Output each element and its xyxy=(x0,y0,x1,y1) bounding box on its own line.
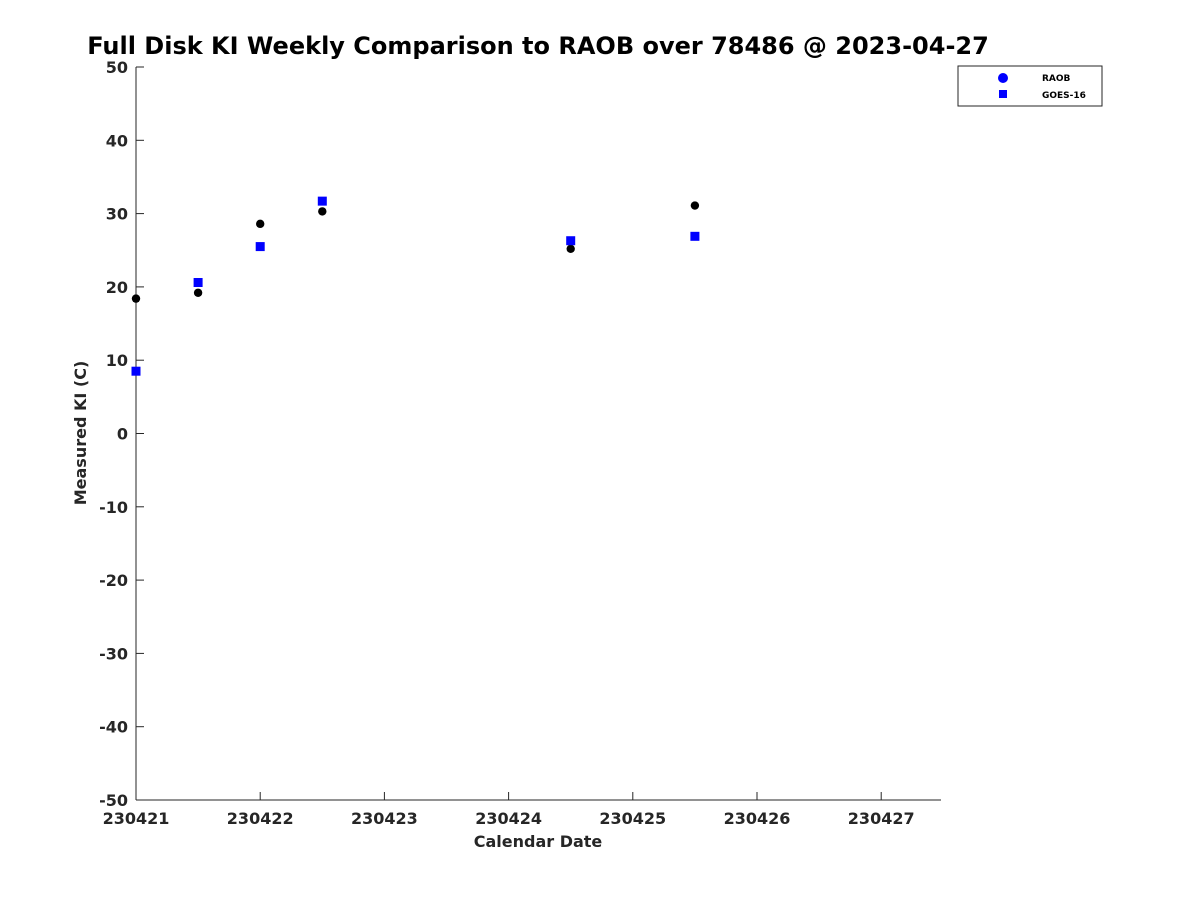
legend-goes-marker xyxy=(999,90,1007,98)
raob-point xyxy=(256,219,265,229)
raob-point xyxy=(566,244,575,253)
goes-16-point xyxy=(255,242,265,252)
y-tick-label: 50 xyxy=(106,58,128,77)
x-axis-ticks: 230421 230422 230423 230424 230425 230426 2304… xyxy=(103,792,915,828)
raob-point xyxy=(193,288,203,297)
x-tick-label: 230423 xyxy=(351,809,418,828)
goes-16-point xyxy=(317,196,327,206)
legend: RAOB GOES-16 xyxy=(957,65,1103,107)
y-tick-label: -10 xyxy=(99,498,128,517)
goes-16-point xyxy=(193,278,203,288)
x-tick-label: 230422 xyxy=(227,809,294,828)
y-axis-ticks: 50 40 30 20 10 0 -10 -20 -30 -40 -50 xyxy=(99,58,144,810)
x-tick-label: 230426 xyxy=(724,809,791,828)
legend-raob-marker xyxy=(998,73,1008,83)
chart-title: Full Disk KI Weekly Comparison to RAOB o… xyxy=(87,32,989,60)
y-tick-label: 10 xyxy=(106,351,128,370)
x-tick-label: 230421 xyxy=(103,809,170,828)
y-tick-label: 0 xyxy=(117,425,128,444)
x-axis-label: Calendar Date xyxy=(474,832,603,851)
legend-box xyxy=(957,65,1103,107)
x-tick-label: 230427 xyxy=(848,809,915,828)
legend-goes-label: GOES-16 xyxy=(1042,91,1086,101)
x-tick-label: 230425 xyxy=(599,809,666,828)
y-tick-label: -30 xyxy=(99,644,128,663)
y-tick-label: 20 xyxy=(106,278,128,297)
y-axis-label: Measured KI (C) xyxy=(71,361,90,506)
y-tick-label: 30 xyxy=(106,205,128,224)
goes-16-point xyxy=(690,231,700,241)
x-tick-label: 230424 xyxy=(475,809,542,828)
raob-point xyxy=(690,201,700,210)
goes-16-point xyxy=(566,236,576,246)
y-tick-label: -40 xyxy=(99,718,128,737)
legend-raob-label: RAOB xyxy=(1042,74,1071,84)
y-tick-label: -50 xyxy=(99,791,128,810)
goes-16-point xyxy=(131,366,141,376)
raob-point xyxy=(131,294,141,303)
y-tick-label: 40 xyxy=(106,131,128,150)
raob-point xyxy=(318,207,327,216)
axes xyxy=(135,67,941,801)
data-points xyxy=(131,196,700,376)
y-tick-label: -20 xyxy=(99,571,128,590)
